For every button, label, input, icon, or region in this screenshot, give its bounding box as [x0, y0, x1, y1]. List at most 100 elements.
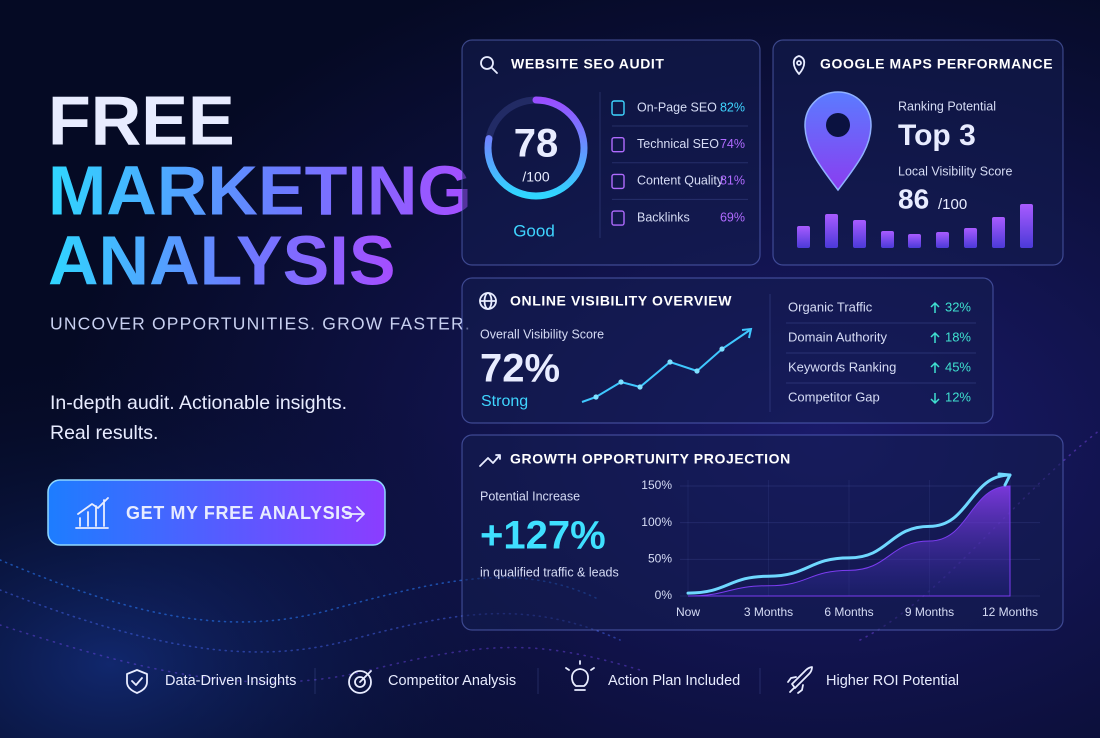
cta-arrow[interactable] [345, 506, 365, 522]
label: Ranking Potential [898, 99, 996, 113]
hero-title: MARKETING [48, 151, 472, 229]
metric-change: 32% [945, 299, 971, 314]
bar [908, 234, 921, 248]
score-value: 78 [514, 122, 559, 166]
bar [797, 226, 810, 248]
item-icon [611, 210, 625, 226]
hero-title: ANALYSIS [48, 221, 396, 299]
cta-label[interactable]: GET MY FREE ANALYSIS [126, 503, 353, 523]
seo-card [461, 39, 761, 266]
wave [0, 559, 601, 623]
feature-label: Higher ROI Potential [826, 673, 959, 689]
x-tick-label: Now [676, 605, 700, 619]
metric-arrow [930, 331, 940, 343]
item-value: 69% [720, 210, 745, 224]
feature-icon [126, 669, 148, 694]
metric-label: Keywords Ranking [788, 359, 896, 374]
card-title: WEBSITE SEO AUDIT [511, 56, 665, 72]
cta-button[interactable]: GET MY FREE ANALYSIS [47, 479, 386, 546]
y-tick-label: 0% [655, 588, 673, 602]
sparkline-dots [593, 346, 725, 400]
y-tick-label: 50% [648, 552, 672, 566]
sparkline-line [581, 329, 751, 403]
item-icon [611, 173, 625, 190]
hero-title: FREE [48, 81, 235, 159]
feature-label: Action Plan Included [608, 673, 740, 689]
trend-icon [479, 454, 501, 467]
pin-icon [792, 55, 806, 75]
cta-icon[interactable] [75, 497, 109, 529]
metric-arrow [930, 393, 940, 405]
item-label: Technical SEO [637, 137, 719, 151]
dot [667, 359, 673, 365]
tagline: UNCOVER OPPORTUNITIES. GROW FASTER. [50, 314, 471, 334]
bar [1020, 204, 1033, 248]
feature-icon [787, 666, 813, 694]
visibility-rating: Strong [481, 393, 528, 410]
bar [936, 232, 949, 248]
search-icon [480, 56, 498, 74]
item-icon [611, 100, 625, 116]
bar [825, 214, 838, 248]
metric-arrow [930, 301, 940, 313]
score-rating: Good [513, 221, 555, 240]
bar [992, 217, 1005, 248]
x-tick-label: 9 Months [905, 605, 954, 619]
feature-icon [348, 670, 372, 694]
line-arrow [997, 472, 1012, 487]
metric-change: 12% [945, 389, 971, 404]
bar [964, 228, 977, 248]
visibility-max: /100 [938, 196, 967, 213]
y-tick-label: 150% [641, 478, 672, 492]
dot [719, 346, 725, 352]
metric-change: 18% [945, 329, 971, 344]
body-text: In-depth audit. Actionable insights. [50, 392, 347, 414]
dot [593, 394, 599, 400]
metric-label: Organic Traffic [788, 299, 873, 314]
growth-chart: 0% 50% 100% 150% Now 3 Months 6 Months 9 Months… [641, 472, 1040, 619]
label: Potential Increase [480, 489, 580, 503]
metric-arrow [930, 361, 940, 373]
line [686, 473, 1012, 595]
item-icon [611, 136, 625, 153]
sparkline [581, 327, 753, 403]
visibility-metrics: Organic Traffic 32% Domain Authority 18% Key… [786, 299, 976, 404]
visibility-card [461, 277, 994, 424]
cta-background[interactable] [47, 479, 386, 546]
decorative-bars [797, 204, 1033, 248]
label: Local Visibility Score [898, 164, 1012, 178]
seo-items: On-Page SEO 82% Technical SEO 74% Content Qu… [611, 100, 748, 226]
item-value: 81% [720, 174, 745, 188]
bar [853, 220, 866, 248]
feature-label: Competitor Analysis [388, 673, 516, 689]
dot [618, 379, 624, 385]
label: Overall Visibility Score [480, 327, 604, 341]
card-title: GROWTH OPPORTUNITY PROJECTION [510, 451, 791, 467]
metric-label: Competitor Gap [788, 389, 880, 404]
item-label: Content Quality [637, 174, 724, 188]
metric-label: Domain Authority [788, 329, 887, 344]
item-label: Backlinks [637, 210, 690, 224]
dot [694, 368, 700, 374]
score-max: /100 [522, 169, 549, 185]
map-pin-hole [826, 113, 850, 137]
x-tick-label: 3 Months [744, 605, 793, 619]
sparkline-arrow [741, 327, 753, 339]
ranking: Top 3 [898, 119, 976, 152]
wave [0, 624, 641, 683]
area [687, 485, 1011, 597]
map-pin [804, 91, 872, 192]
visibility-score: 86 [898, 183, 929, 214]
item-value: 82% [720, 100, 745, 114]
features: Data-Driven Insights Competitor Analysis… [126, 660, 959, 694]
ring [484, 96, 588, 200]
y-tick-label: 100% [641, 515, 672, 529]
visibility-score: 72% [480, 347, 560, 391]
body-text: Real results. [50, 422, 158, 444]
metric-change: 45% [945, 359, 971, 374]
increase: +127% [480, 514, 606, 558]
bar [881, 231, 894, 248]
